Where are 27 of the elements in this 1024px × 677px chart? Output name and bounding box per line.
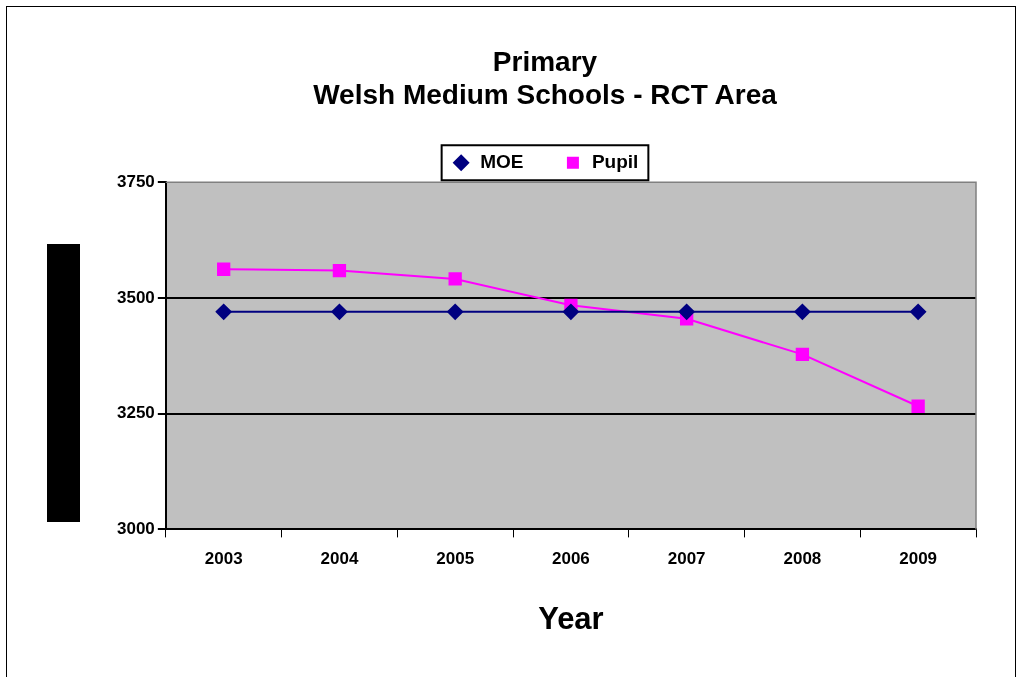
point: [794, 303, 811, 320]
point: [332, 263, 347, 278]
point: [795, 347, 810, 362]
point: [217, 262, 231, 276]
x-tick-label: 2007: [667, 549, 706, 569]
x-tick-label: 2008: [783, 549, 822, 569]
y-tick-label: 3750: [116, 171, 155, 191]
x-tick-label: 2006: [552, 549, 590, 569]
legend-label: Pupil: [591, 150, 639, 172]
point: [911, 399, 925, 413]
y-tick-label: 3500: [116, 287, 155, 307]
x-tick-label: 2004: [320, 549, 359, 569]
x-axis-title: Year: [538, 600, 604, 636]
x-tick-label: 2003: [204, 549, 243, 569]
point: [910, 303, 927, 320]
point: [448, 272, 462, 286]
y-tick-label: 3250: [116, 403, 155, 423]
y-tick-label: 3000: [116, 519, 155, 539]
point: [215, 303, 232, 320]
point: [331, 303, 348, 320]
point: [562, 303, 579, 320]
point: [447, 303, 464, 320]
point: [678, 303, 695, 320]
x-tick-label: 2009: [899, 549, 938, 569]
legend-label: MOE: [480, 150, 524, 172]
chart-title: Primary Welsh Medium Schools - RCT Area: [313, 45, 778, 111]
x-tick-label: 2005: [436, 549, 475, 569]
